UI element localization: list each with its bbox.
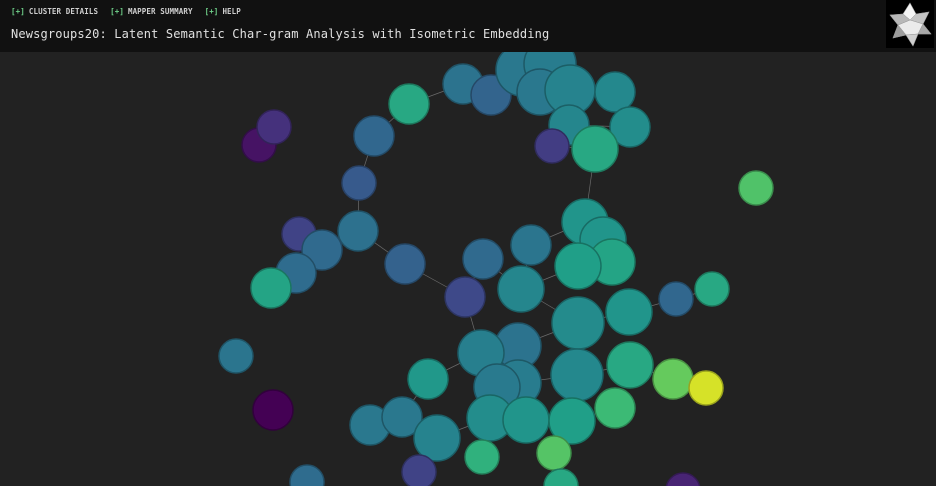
cluster-node[interactable] [543, 468, 579, 486]
cluster-details-toggle[interactable]: [+] CLUSTER DETAILS [11, 7, 98, 16]
cluster-node[interactable] [407, 358, 449, 400]
cluster-node[interactable] [462, 238, 504, 280]
cluster-node[interactable] [388, 83, 430, 125]
cluster-node[interactable] [536, 435, 572, 471]
cluster-node[interactable] [497, 265, 545, 313]
cluster-node[interactable] [502, 396, 550, 444]
mapper-summary-label: MAPPER SUMMARY [127, 6, 193, 16]
polyhedron-logo-icon [886, 0, 934, 48]
cluster-node[interactable] [609, 106, 651, 148]
cluster-node[interactable] [534, 128, 570, 164]
plus-icon: [+] [11, 6, 25, 16]
cluster-details-label: CLUSTER DETAILS [28, 6, 99, 16]
cluster-node[interactable] [548, 397, 596, 445]
plus-icon: [+] [204, 6, 219, 16]
page-title: Newsgroups20: Latent Semantic Char-gram … [11, 27, 550, 41]
cluster-node[interactable] [250, 267, 292, 309]
menu-bar: [+] CLUSTER DETAILS [+] MAPPER SUMMARY [+]… [11, 5, 241, 17]
mapper-graph[interactable] [0, 52, 936, 486]
cluster-node[interactable] [252, 389, 294, 431]
cluster-node[interactable] [571, 125, 619, 173]
cluster-node[interactable] [694, 271, 730, 307]
cluster-node[interactable] [594, 387, 636, 429]
cluster-node[interactable] [256, 109, 292, 145]
cluster-node[interactable] [381, 396, 423, 438]
cluster-node[interactable] [337, 210, 379, 252]
cluster-node[interactable] [594, 71, 636, 113]
cluster-node[interactable] [444, 276, 486, 318]
cluster-node[interactable] [605, 288, 653, 336]
help-toggle[interactable]: [+] HELP [205, 7, 241, 16]
cluster-node[interactable] [550, 348, 604, 402]
mapper-summary-toggle[interactable]: [+] MAPPER SUMMARY [110, 7, 192, 16]
cluster-node[interactable] [413, 414, 461, 462]
cluster-node[interactable] [341, 165, 377, 201]
cluster-node[interactable] [353, 115, 395, 157]
cluster-node[interactable] [658, 281, 694, 317]
cluster-node[interactable] [688, 370, 724, 406]
help-label: HELP [222, 6, 241, 16]
cluster-node[interactable] [401, 454, 437, 486]
cluster-node[interactable] [510, 224, 552, 266]
cluster-node[interactable] [384, 243, 426, 285]
top-bar: [+] CLUSTER DETAILS [+] MAPPER SUMMARY [+]… [0, 0, 936, 52]
cluster-node[interactable] [289, 464, 325, 486]
cluster-node[interactable] [665, 472, 701, 486]
cluster-node[interactable] [554, 242, 602, 290]
plus-icon: [+] [110, 6, 124, 16]
cluster-node[interactable] [652, 358, 694, 400]
graph-nodes [218, 52, 774, 486]
cluster-node[interactable] [606, 341, 654, 389]
cluster-node[interactable] [738, 170, 774, 206]
cluster-node[interactable] [218, 338, 254, 374]
cluster-node[interactable] [551, 296, 605, 350]
cluster-node[interactable] [464, 439, 500, 475]
